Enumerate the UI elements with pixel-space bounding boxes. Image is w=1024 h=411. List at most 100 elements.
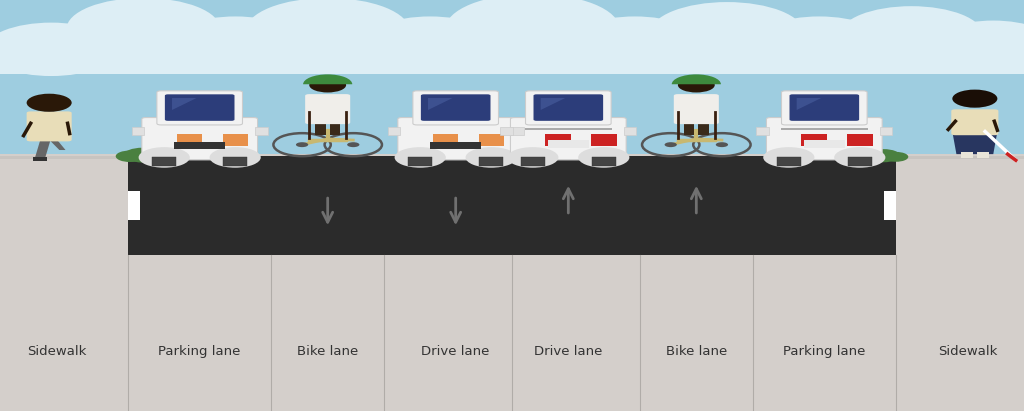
Bar bbox=[128, 191, 140, 220]
Bar bbox=[223, 157, 248, 166]
Bar bbox=[776, 157, 801, 166]
Circle shape bbox=[0, 23, 118, 76]
Circle shape bbox=[138, 147, 189, 168]
Circle shape bbox=[665, 142, 677, 147]
FancyBboxPatch shape bbox=[165, 94, 234, 121]
Circle shape bbox=[716, 142, 728, 147]
Text: Bike lane: Bike lane bbox=[666, 345, 727, 358]
Circle shape bbox=[140, 149, 173, 162]
Circle shape bbox=[568, 16, 701, 70]
Bar bbox=[625, 127, 637, 135]
Bar bbox=[548, 141, 589, 148]
Bar bbox=[977, 152, 989, 158]
Bar bbox=[0, 154, 1024, 411]
Circle shape bbox=[835, 147, 886, 168]
Bar bbox=[896, 156, 1024, 159]
Circle shape bbox=[867, 149, 900, 162]
Circle shape bbox=[67, 0, 220, 60]
Circle shape bbox=[466, 147, 517, 168]
Bar bbox=[698, 118, 709, 135]
Circle shape bbox=[507, 147, 558, 168]
Circle shape bbox=[169, 16, 302, 70]
Wedge shape bbox=[303, 74, 352, 84]
Circle shape bbox=[678, 78, 715, 92]
Polygon shape bbox=[172, 98, 197, 110]
Bar bbox=[315, 118, 326, 135]
Bar bbox=[0, 255, 1024, 411]
Bar bbox=[525, 128, 612, 130]
Bar bbox=[479, 157, 504, 166]
Text: Sidewalk: Sidewalk bbox=[27, 345, 86, 358]
Bar bbox=[884, 191, 896, 220]
FancyBboxPatch shape bbox=[781, 91, 867, 125]
Bar bbox=[848, 157, 872, 166]
FancyBboxPatch shape bbox=[525, 91, 611, 125]
Bar bbox=[961, 152, 973, 158]
Bar bbox=[432, 134, 459, 146]
Circle shape bbox=[851, 148, 888, 162]
Bar bbox=[512, 127, 524, 135]
Circle shape bbox=[579, 147, 630, 168]
FancyBboxPatch shape bbox=[305, 94, 350, 124]
Polygon shape bbox=[35, 138, 51, 158]
Circle shape bbox=[840, 6, 983, 64]
Bar bbox=[223, 134, 248, 146]
Bar bbox=[546, 134, 571, 146]
Bar bbox=[592, 134, 616, 146]
Bar bbox=[756, 127, 768, 135]
Bar bbox=[387, 127, 399, 135]
Bar bbox=[520, 157, 545, 166]
Bar bbox=[0, 156, 128, 159]
Circle shape bbox=[884, 152, 908, 162]
FancyBboxPatch shape bbox=[157, 91, 243, 125]
Bar bbox=[430, 142, 481, 149]
FancyBboxPatch shape bbox=[534, 94, 603, 121]
Polygon shape bbox=[797, 98, 821, 110]
Circle shape bbox=[445, 0, 620, 64]
FancyBboxPatch shape bbox=[397, 118, 514, 160]
Polygon shape bbox=[952, 132, 997, 154]
Bar bbox=[501, 127, 513, 135]
Bar bbox=[684, 118, 694, 135]
Bar bbox=[128, 156, 896, 255]
Circle shape bbox=[763, 147, 814, 168]
FancyBboxPatch shape bbox=[674, 94, 719, 124]
FancyBboxPatch shape bbox=[511, 118, 627, 160]
Circle shape bbox=[347, 142, 359, 147]
Wedge shape bbox=[672, 74, 721, 84]
Text: Drive lane: Drive lane bbox=[422, 345, 489, 358]
FancyBboxPatch shape bbox=[951, 109, 998, 135]
Circle shape bbox=[157, 152, 181, 162]
Bar bbox=[592, 157, 616, 166]
Circle shape bbox=[124, 148, 161, 162]
Bar bbox=[479, 134, 505, 146]
Text: Parking lane: Parking lane bbox=[159, 345, 241, 358]
Circle shape bbox=[952, 90, 997, 108]
Circle shape bbox=[309, 78, 346, 92]
Bar bbox=[174, 142, 225, 149]
Circle shape bbox=[364, 16, 497, 70]
Bar bbox=[256, 127, 268, 135]
FancyBboxPatch shape bbox=[766, 118, 883, 160]
Bar bbox=[896, 154, 1024, 173]
Circle shape bbox=[753, 16, 886, 70]
Circle shape bbox=[932, 21, 1024, 70]
Bar bbox=[177, 134, 203, 146]
Circle shape bbox=[27, 94, 72, 112]
Polygon shape bbox=[428, 98, 453, 110]
Circle shape bbox=[116, 150, 144, 162]
Text: Parking lane: Parking lane bbox=[783, 345, 865, 358]
Bar bbox=[802, 134, 827, 146]
FancyBboxPatch shape bbox=[141, 118, 258, 160]
Circle shape bbox=[246, 0, 410, 64]
Text: Sidewalk: Sidewalk bbox=[938, 345, 997, 358]
Text: Bike lane: Bike lane bbox=[297, 345, 358, 358]
Text: Drive lane: Drive lane bbox=[535, 345, 602, 358]
Bar bbox=[131, 127, 143, 135]
Circle shape bbox=[296, 142, 308, 147]
Polygon shape bbox=[47, 138, 66, 150]
FancyBboxPatch shape bbox=[413, 91, 499, 125]
Bar bbox=[781, 128, 868, 130]
Bar bbox=[33, 157, 47, 161]
Circle shape bbox=[843, 150, 871, 162]
